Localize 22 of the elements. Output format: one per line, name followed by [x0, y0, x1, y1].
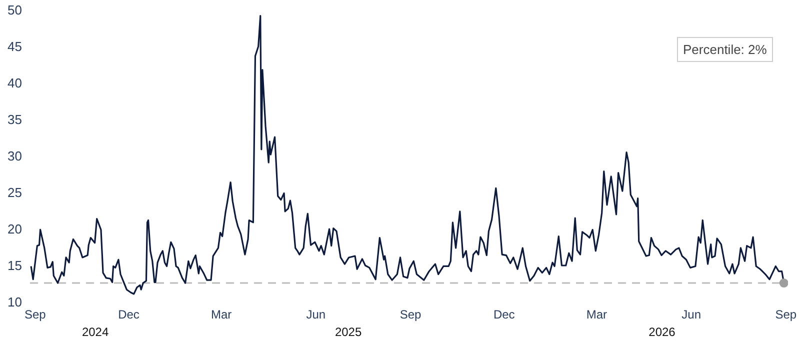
x-tick-label: Dec — [118, 308, 140, 322]
x-tick-label: Mar — [586, 308, 608, 322]
y-tick-label: 40 — [8, 76, 22, 91]
y-tick-label: 20 — [8, 222, 22, 237]
x-tick-label: Mar — [210, 308, 232, 322]
text: 2026 — [648, 325, 676, 339]
x-tick-label: Sep — [24, 308, 46, 322]
x-tick-label: Jun — [682, 308, 701, 322]
y-tick-label: 35 — [8, 112, 22, 128]
y-tick-label: 25 — [8, 185, 22, 200]
y-tick-label: 30 — [8, 148, 22, 164]
x-tick-label: Jun — [306, 308, 326, 322]
text: 2025 — [334, 325, 363, 339]
annotation: Percentile: 2% — [677, 37, 773, 62]
text: 2024 — [80, 325, 110, 339]
y-tick-label: 50 — [8, 2, 22, 18]
y-tick-label: 45 — [8, 39, 22, 54]
y-tick-label: 15 — [8, 258, 22, 274]
x-tick-label: Dec — [493, 308, 515, 322]
x-tick-label: Sep — [775, 308, 797, 322]
x-tick-label: Sep — [400, 308, 422, 322]
y-tick-label: 10 — [8, 294, 22, 310]
